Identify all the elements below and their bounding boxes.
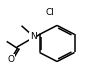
- Text: O: O: [7, 55, 14, 64]
- Text: N: N: [30, 32, 37, 41]
- Text: Cl: Cl: [45, 8, 54, 17]
